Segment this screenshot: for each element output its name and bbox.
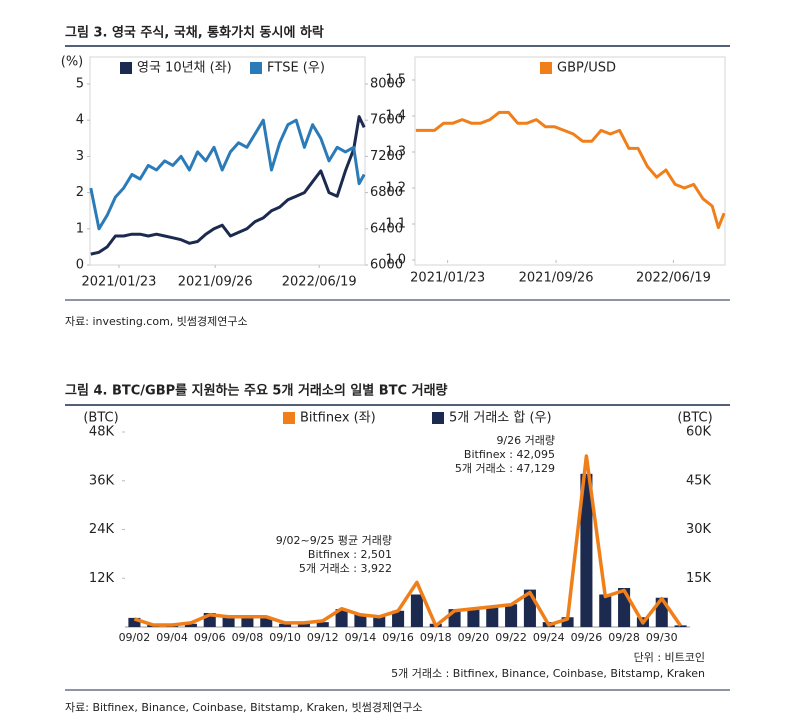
bar [561, 617, 574, 627]
y2-axis-unit: (BTC) [677, 411, 712, 426]
bar [599, 594, 612, 627]
legend-swatch [250, 62, 262, 74]
y-tick-label: 48K [89, 425, 115, 440]
x-tick-label: 2021/01/23 [81, 275, 156, 290]
bar [260, 617, 273, 627]
bar [410, 594, 423, 627]
source: 자료: Bitfinex, Binance, Coinbase, Bitstam… [65, 701, 423, 714]
y-tick-label: 5 [76, 77, 84, 92]
legend-label: Bitfinex (좌) [300, 411, 376, 426]
x-tick-label: 09/20 [458, 631, 490, 644]
y-axis-unit: (BTC) [83, 411, 118, 426]
x-tick-label: 2022/06/19 [636, 271, 711, 286]
figure-title: 그림 3. 영국 주식, 국채, 통화가치 동시에 하락 [65, 25, 324, 41]
x-tick-label: 09/06 [194, 631, 226, 644]
y-tick-label: 1.4 [385, 109, 406, 124]
y-tick-label: 1.1 [385, 217, 406, 232]
y2-tick-label: 45K [686, 473, 712, 488]
y2-tick-label: 30K [686, 522, 712, 537]
x-tick-label: 09/14 [345, 631, 377, 644]
x-tick-label: 09/08 [232, 631, 264, 644]
y-tick-label: 3 [76, 149, 84, 164]
bar [505, 604, 518, 627]
y2-tick-label: 8000 [370, 77, 403, 92]
y-tick-label: 24K [89, 522, 115, 537]
bar [279, 623, 292, 627]
series-line [415, 110, 726, 230]
legend-swatch [540, 62, 552, 74]
y2-tick-label: 15K [686, 571, 712, 586]
annotation: 5개 거래소 : 3,922 [299, 562, 392, 575]
x-tick-label: 09/26 [571, 631, 603, 644]
bar [297, 623, 310, 627]
x-tick-label: 09/28 [608, 631, 640, 644]
x-tick-label: 09/04 [156, 631, 188, 644]
y-tick-label: 1.0 [385, 253, 406, 268]
annotation: Bitfinex : 42,095 [464, 448, 555, 461]
legend-label: GBP/USD [557, 61, 616, 76]
y2-tick-label: 7200 [370, 149, 403, 164]
legend-swatch [120, 62, 132, 74]
annotation: 5개 거래소 : 47,129 [455, 462, 555, 475]
legend-swatch [432, 412, 444, 424]
figure-title: 그림 4. BTC/GBP를 지원하는 주요 5개 거래소의 일별 BTC 거래… [65, 383, 448, 399]
bar [674, 625, 687, 627]
plot-frame [414, 56, 726, 266]
plot-frame [89, 56, 366, 266]
bar [335, 609, 348, 627]
y2-tick-label: 7600 [370, 113, 403, 128]
y2-tick-label: 6000 [370, 258, 403, 273]
y-tick-label: 0 [76, 258, 84, 273]
y-axis-unit: (%) [61, 55, 84, 70]
note: 단위 : 비트코인 [634, 651, 705, 664]
bar [486, 605, 499, 627]
legend-label: 영국 10년채 (좌) [137, 61, 232, 76]
series-line [89, 118, 366, 231]
source: 자료: investing.com, 빗썸경제연구소 [65, 315, 248, 328]
bar [373, 615, 386, 627]
y-tick-label: 4 [76, 113, 84, 128]
x-tick-label: 09/24 [533, 631, 565, 644]
x-tick-label: 09/02 [119, 631, 151, 644]
legend-label: FTSE (우) [267, 61, 325, 76]
legend-swatch [283, 412, 295, 424]
x-tick-label: 2021/01/23 [410, 271, 485, 286]
x-tick-label: 09/10 [269, 631, 301, 644]
bar [128, 617, 141, 627]
x-tick-label: 09/22 [495, 631, 527, 644]
x-tick-label: 2021/09/26 [519, 271, 594, 286]
bar [222, 617, 235, 627]
annotation: 9/02~9/25 평균 거래량 [276, 534, 392, 547]
x-tick-label: 2022/06/19 [282, 275, 357, 290]
bar [467, 609, 480, 627]
y-tick-label: 1.3 [385, 145, 406, 160]
x-tick-label: 09/16 [382, 631, 414, 644]
x-tick-label: 09/18 [420, 631, 452, 644]
x-tick-label: 09/30 [646, 631, 678, 644]
y2-tick-label: 60K [686, 425, 712, 440]
bar [354, 614, 367, 627]
y-tick-label: 36K [89, 473, 115, 488]
y2-tick-label: 6400 [370, 221, 403, 236]
y-tick-label: 1 [76, 221, 84, 236]
bar [241, 617, 254, 627]
series-line [133, 454, 683, 628]
bar [316, 622, 329, 627]
y-tick-label: 1.5 [385, 73, 406, 88]
annotation: Bitfinex : 2,501 [308, 548, 392, 561]
y-tick-label: 12K [89, 571, 115, 586]
y-tick-label: 1.2 [385, 181, 406, 196]
bar [392, 610, 405, 627]
annotation: 9/26 거래량 [496, 434, 555, 447]
note: 5개 거래소 : Bitfinex, Binance, Coinbase, Bi… [391, 667, 705, 680]
x-tick-label: 09/12 [307, 631, 339, 644]
y2-tick-label: 6800 [370, 185, 403, 200]
legend-label: 5개 거래소 합 (우) [449, 411, 552, 426]
series-line [90, 115, 366, 256]
bar [580, 473, 593, 627]
bar [184, 623, 197, 627]
y-tick-label: 2 [76, 185, 84, 200]
x-tick-label: 2021/09/26 [178, 275, 253, 290]
